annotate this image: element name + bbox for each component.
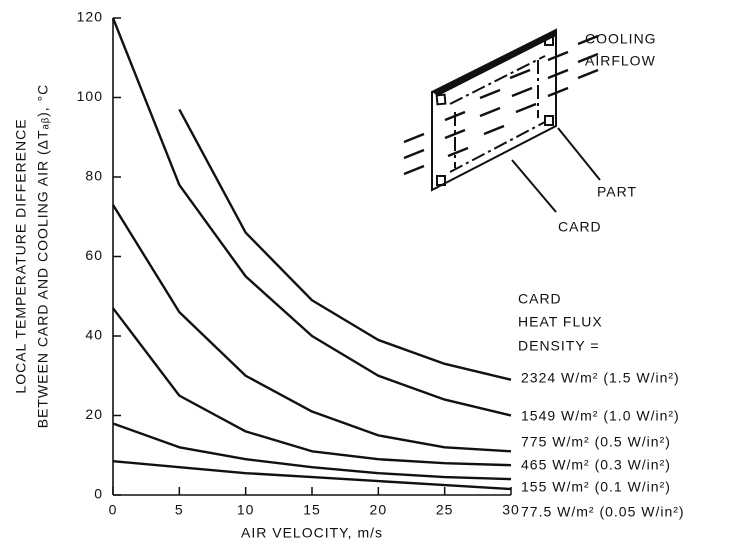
leader-lines xyxy=(512,128,600,212)
line xyxy=(113,308,511,465)
y-tick-label: 40 xyxy=(85,327,103,343)
legend-label: 775 W/m² (0.5 W/in²) xyxy=(521,434,671,450)
y-tick-label: 20 xyxy=(85,406,103,422)
chart: COOLING AIRFLOW PART CARD CARD HEAT FLUX… xyxy=(0,0,743,548)
x-tick-label: 20 xyxy=(370,502,388,518)
x-axis-label: AIR VELOCITY, m/s xyxy=(241,525,383,541)
y-tick-label: 120 xyxy=(77,9,103,25)
x-tick-label: 30 xyxy=(502,502,520,518)
legend-label: 465 W/m² (0.3 W/in²) xyxy=(521,457,671,473)
line xyxy=(113,18,511,416)
annotation: COOLING xyxy=(585,31,657,47)
legend-label: 77.5 W/m² (0.05 W/in²) xyxy=(521,504,685,520)
legend-label: 2324 W/m² (1.5 W/in²) xyxy=(521,370,680,386)
legend-title: CARD xyxy=(518,291,562,307)
legend-title: HEAT FLUX xyxy=(518,314,603,330)
y-tick-label: 60 xyxy=(85,247,103,263)
part xyxy=(545,116,553,125)
line xyxy=(113,205,511,451)
legend-title: DENSITY = xyxy=(518,338,600,354)
legend-label: 155 W/m² (0.1 W/in²) xyxy=(521,479,671,495)
x-tick-label: 10 xyxy=(237,502,255,518)
y-axis-label: BETWEEN CARD AND COOLING AIR (ΔTₐᵦ), °C xyxy=(35,84,51,429)
x-tick-label: 0 xyxy=(109,502,118,518)
y-tick-label: 80 xyxy=(85,168,103,184)
y-tick-label: 100 xyxy=(77,88,103,104)
y-tick-label: 0 xyxy=(94,486,103,502)
card-traces xyxy=(450,56,545,172)
annotation: CARD xyxy=(558,219,602,235)
x-tick-label: 25 xyxy=(436,502,454,518)
line xyxy=(113,461,511,489)
legend-label: 1549 W/m² (1.0 W/in²) xyxy=(521,408,680,424)
x-tick-label: 5 xyxy=(175,502,184,518)
card-diagram: COOLING AIRFLOW PART CARD xyxy=(404,30,657,235)
part xyxy=(437,95,446,105)
annotation: PART xyxy=(597,184,637,200)
annotation: AIRFLOW xyxy=(585,53,656,69)
x-tick-label: 15 xyxy=(303,502,321,518)
y-axis-label: LOCAL TEMPERATURE DIFFERENCE xyxy=(13,118,29,393)
